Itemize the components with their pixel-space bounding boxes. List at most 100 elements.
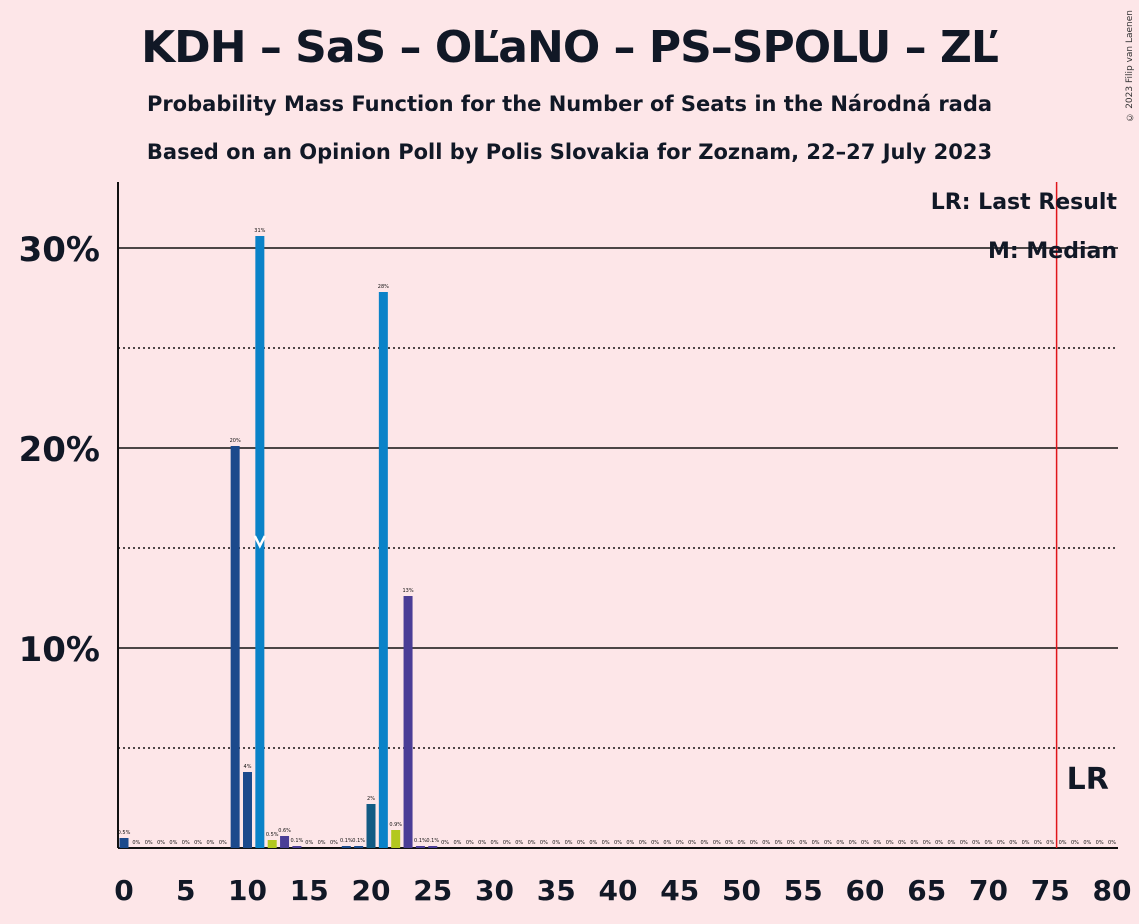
bar-value-label: 0.6% — [278, 828, 291, 834]
bar-value-label: 0% — [182, 840, 190, 846]
bar-value-label: 0% — [589, 840, 597, 846]
chart-title: KDH – SaS – OĽaNO – PS–SPOLU – ZĽ — [141, 22, 999, 73]
x-tick-label: 0 — [114, 874, 133, 907]
bar — [415, 846, 425, 848]
bar-value-label: 0% — [614, 840, 622, 846]
bar-value-label: 0% — [886, 840, 894, 846]
x-tick-label: 75 — [1031, 874, 1070, 907]
bar-value-label: 0% — [626, 840, 634, 846]
bar-value-label: 0% — [1096, 840, 1104, 846]
bar-value-label: 0% — [132, 840, 140, 846]
chart-source-subtitle: Based on an Opinion Poll by Polis Slovak… — [146, 140, 993, 164]
bar-value-label: 0% — [738, 840, 746, 846]
bar-value-label: 0.5% — [266, 832, 279, 838]
legend-median: M: Median — [988, 239, 1117, 264]
x-tick-label: 20 — [352, 874, 391, 907]
bar-value-label: 0% — [478, 840, 486, 846]
bar-value-label: 0% — [503, 840, 511, 846]
bar — [267, 840, 277, 848]
bar — [354, 846, 364, 848]
bar — [403, 596, 413, 848]
bar-value-label: 0% — [515, 840, 523, 846]
bar-value-label: 0% — [935, 840, 943, 846]
bar-value-label: 0% — [491, 840, 499, 846]
bar-value-label: 0% — [540, 840, 548, 846]
y-tick-label: 30% — [19, 230, 100, 270]
y-tick-label: 20% — [19, 430, 100, 470]
y-tick-label: 10% — [19, 630, 100, 670]
bar-value-label: 0% — [528, 840, 536, 846]
bar-value-label: 0% — [1059, 840, 1067, 846]
bar-value-label: 13% — [402, 588, 413, 594]
bar-value-label: 0% — [1083, 840, 1091, 846]
bar-value-label: 0% — [824, 840, 832, 846]
bar — [280, 836, 290, 848]
bar — [428, 846, 438, 848]
bar-value-label: 0% — [910, 840, 918, 846]
x-tick-label: 60 — [846, 874, 885, 907]
bar-value-label: 0% — [1022, 840, 1030, 846]
bar-value-label: 0% — [713, 840, 721, 846]
bar-value-label: 0% — [997, 840, 1005, 846]
bar-value-label: 0% — [651, 840, 659, 846]
x-tick-label: 50 — [722, 874, 761, 907]
bar-value-label: 0% — [725, 840, 733, 846]
x-tick-label: 65 — [907, 874, 946, 907]
bar-value-label: 0% — [960, 840, 968, 846]
bar-value-label: 0% — [985, 840, 993, 846]
bar-value-label: 0% — [676, 840, 684, 846]
bar-value-label: 0% — [787, 840, 795, 846]
bar-value-label: 20% — [230, 438, 241, 444]
x-tick-label: 10 — [228, 874, 267, 907]
x-tick-label: 55 — [784, 874, 823, 907]
bar — [378, 292, 388, 848]
chart-subtitle: Probability Mass Function for the Number… — [146, 92, 993, 116]
bar — [119, 838, 129, 848]
legend-last-result: LR: Last Result — [931, 190, 1118, 215]
bar-value-label: 0.1% — [414, 838, 427, 844]
bar-value-label: 0.1% — [291, 838, 304, 844]
bar-value-label: 0.1% — [340, 838, 353, 844]
bar-value-label: 0% — [219, 840, 227, 846]
bar-value-label: 0% — [1071, 840, 1079, 846]
bar — [255, 236, 265, 848]
bar-value-label: 0% — [441, 840, 449, 846]
bar-value-label: 0% — [836, 840, 844, 846]
bar-value-label: 0% — [812, 840, 820, 846]
median-marker — [253, 535, 266, 549]
bar — [391, 830, 401, 848]
bar-value-label: 0% — [898, 840, 906, 846]
bar-value-label: 0% — [873, 840, 881, 846]
bar — [243, 772, 252, 848]
bar-value-label: 28% — [378, 284, 389, 290]
bar-value-label: 0% — [145, 840, 153, 846]
bar-value-label: 0% — [330, 840, 338, 846]
x-tick-label: 30 — [475, 874, 514, 907]
bar-value-label: 0.5% — [118, 830, 131, 836]
x-tick-label: 5 — [176, 874, 195, 907]
bar — [292, 846, 302, 848]
bar-value-label: 0% — [849, 840, 857, 846]
bar — [230, 446, 240, 848]
bar-value-label: 0% — [194, 840, 202, 846]
bar-value-label: 31% — [254, 228, 265, 234]
bar-value-label: 0% — [1009, 840, 1017, 846]
bar-value-label: 0.9% — [389, 822, 402, 828]
bar-value-label: 0% — [602, 840, 610, 846]
x-tick-label: 45 — [660, 874, 699, 907]
bar-value-label: 0.1% — [352, 838, 365, 844]
bar-value-label: 0% — [639, 840, 647, 846]
bar-value-label: 0% — [861, 840, 869, 846]
bar-value-label: 0% — [565, 840, 573, 846]
bar — [341, 846, 351, 848]
bar-value-label: 0% — [466, 840, 474, 846]
last-result-label: LR — [1067, 762, 1109, 797]
bar-value-label: 0% — [663, 840, 671, 846]
bar-value-label: 0% — [700, 840, 708, 846]
bar-value-label: 0% — [799, 840, 807, 846]
bar-value-label: 0% — [775, 840, 783, 846]
bar-value-label: 0% — [318, 840, 326, 846]
bar-value-label: 0% — [762, 840, 770, 846]
bar-value-label: 0% — [453, 840, 461, 846]
